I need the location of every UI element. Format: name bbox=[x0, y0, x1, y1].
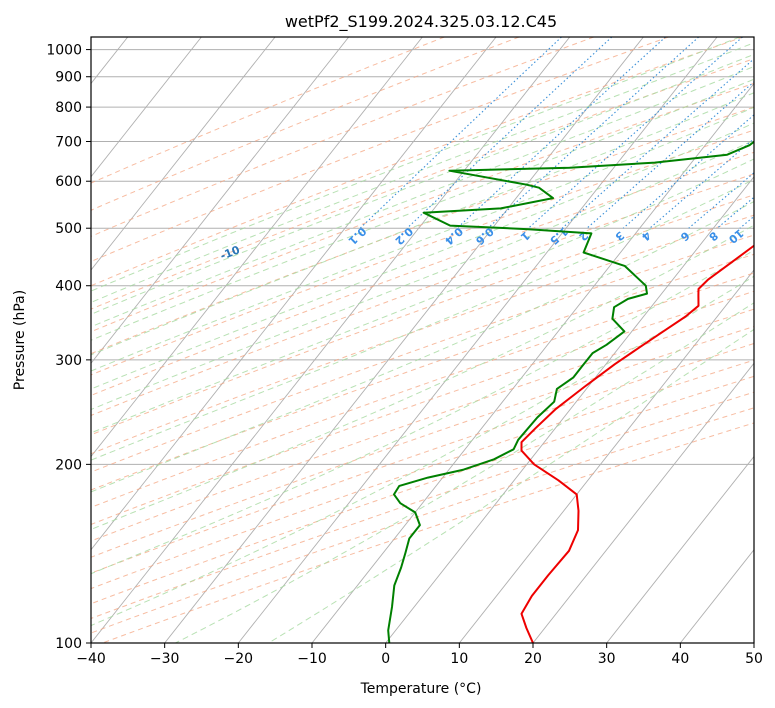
mixing-ratio-line bbox=[739, 215, 754, 229]
isotherm-line bbox=[606, 455, 754, 643]
moist-adiabat-line bbox=[91, 158, 754, 434]
y-tick-label: 200 bbox=[55, 457, 82, 473]
mixing-ratio-line bbox=[359, 37, 562, 229]
dry-adiabat-line bbox=[91, 37, 445, 184]
y-tick-label: 900 bbox=[55, 70, 82, 86]
x-tick-label: −40 bbox=[76, 651, 106, 667]
mixing-ratio-line bbox=[649, 137, 754, 229]
chart-title: wetPf2_S199.2024.325.03.12.C45 bbox=[285, 12, 557, 32]
moist-adiabat-line bbox=[91, 53, 754, 315]
isotherm-line bbox=[91, 37, 350, 364]
isotherm-line bbox=[458, 269, 754, 643]
mixing-ratio-line bbox=[561, 58, 754, 229]
mixing-ratio-line bbox=[716, 196, 754, 229]
mixing-ratio-label: 1 bbox=[518, 229, 532, 244]
moist-adiabat-line bbox=[91, 200, 754, 493]
mixing-ratio-line bbox=[456, 37, 666, 229]
dry-adiabat-line bbox=[91, 272, 754, 508]
isotherm-line bbox=[91, 37, 202, 178]
y-tick-label: 700 bbox=[55, 134, 82, 150]
dry-adiabat-line bbox=[91, 151, 754, 396]
mixing-ratio-label: 10 bbox=[726, 226, 746, 246]
isotherm-line bbox=[311, 82, 754, 643]
dry-adiabat-line bbox=[91, 391, 754, 620]
dry-adiabat-line bbox=[91, 308, 754, 542]
mixing-ratio-line bbox=[586, 81, 754, 229]
moist-adiabat-line bbox=[91, 42, 754, 303]
x-tick-label: 40 bbox=[671, 651, 689, 667]
y-tick-label: 300 bbox=[55, 353, 82, 369]
dry-adiabat-line bbox=[91, 359, 754, 590]
mixing-ratio-label: 13 bbox=[753, 226, 773, 246]
y-tick-label: 1000 bbox=[46, 43, 82, 59]
dry-adiabat-line bbox=[91, 58, 754, 310]
dry-adiabat-line bbox=[91, 325, 754, 558]
x-axis: −40 −30 −20 −10 0 10 20 30 40 50 bbox=[76, 643, 763, 667]
plot-area: 0.10.20.40.611.52346810131620253036-100-… bbox=[32, 37, 775, 643]
isotherm-line bbox=[532, 362, 754, 643]
moist-adiabat-line bbox=[91, 37, 741, 292]
x-tick-label: 50 bbox=[745, 651, 763, 667]
dewpoint-line bbox=[387, 140, 754, 643]
mixing-ratio-label: 6 bbox=[677, 229, 692, 244]
background-lines bbox=[91, 37, 775, 643]
dry-adiabat-line bbox=[91, 375, 754, 605]
x-tick-label: 0 bbox=[381, 651, 390, 667]
mixing-ratio-label: 3 bbox=[612, 229, 626, 244]
y-tick-label: 400 bbox=[55, 279, 82, 295]
moist-adiabat-line bbox=[91, 178, 754, 461]
mixing-ratio-line bbox=[622, 114, 754, 229]
isotherm-line bbox=[385, 176, 754, 643]
y-tick-label: 100 bbox=[55, 636, 82, 652]
plot-frame bbox=[90, 36, 755, 644]
dry-adiabat-label: -20 bbox=[32, 296, 56, 316]
isopleth-labels: 0.10.20.40.611.52346810131620253036-100-… bbox=[32, 225, 773, 316]
dry-adiabat-label: -10 bbox=[218, 243, 242, 263]
temperature-line bbox=[520, 244, 754, 643]
x-axis-title: Temperature (°C) bbox=[360, 681, 482, 697]
moist-adiabat-line bbox=[91, 122, 754, 390]
isotherm-line bbox=[753, 642, 754, 643]
mixing-ratio-label: 8 bbox=[706, 229, 720, 244]
moist-adiabat-line bbox=[91, 65, 754, 328]
y-axis-title: Pressure (hPa) bbox=[12, 290, 28, 390]
x-tick-label: −10 bbox=[297, 651, 327, 667]
moist-adiabat-line bbox=[91, 249, 754, 575]
y-axis: 1000 900 800 700 600 500 400 300 200 100 bbox=[46, 43, 91, 652]
mixing-ratio-line bbox=[528, 37, 743, 229]
x-tick-label: 20 bbox=[524, 651, 542, 667]
mixing-ratio-line bbox=[688, 172, 754, 229]
mixing-ratio-line bbox=[487, 37, 700, 229]
isotherm-line bbox=[164, 37, 644, 643]
mixing-ratio-label: 4 bbox=[639, 229, 654, 244]
dry-adiabat-line bbox=[91, 82, 754, 333]
y-tick-label: 500 bbox=[55, 221, 82, 237]
x-tick-label: −30 bbox=[150, 651, 180, 667]
moist-adiabat-line bbox=[175, 302, 754, 643]
dry-adiabat-line bbox=[91, 173, 754, 416]
isotherm-line bbox=[91, 37, 571, 643]
mixing-ratio-line bbox=[406, 37, 613, 229]
x-tick-label: 10 bbox=[450, 651, 468, 667]
x-tick-label: −20 bbox=[224, 651, 254, 667]
moist-adiabat-line bbox=[91, 275, 754, 627]
isotherm-line bbox=[91, 37, 276, 271]
dry-adiabat-line bbox=[91, 214, 754, 455]
x-tick-label: 30 bbox=[598, 651, 616, 667]
y-tick-label: 800 bbox=[55, 100, 82, 116]
dry-adiabat-line bbox=[91, 37, 520, 211]
isotherm-line bbox=[91, 37, 423, 458]
isotherm-line bbox=[91, 37, 497, 551]
y-tick-label: 600 bbox=[55, 174, 82, 190]
profile-lines bbox=[387, 140, 754, 643]
isotherm-line bbox=[237, 37, 718, 643]
dry-adiabat-line bbox=[91, 37, 744, 287]
moist-adiabat-line bbox=[91, 139, 754, 411]
mixing-ratio-line bbox=[767, 37, 775, 228]
dry-adiabat-line bbox=[91, 37, 594, 237]
dry-adiabat-line bbox=[91, 234, 754, 473]
